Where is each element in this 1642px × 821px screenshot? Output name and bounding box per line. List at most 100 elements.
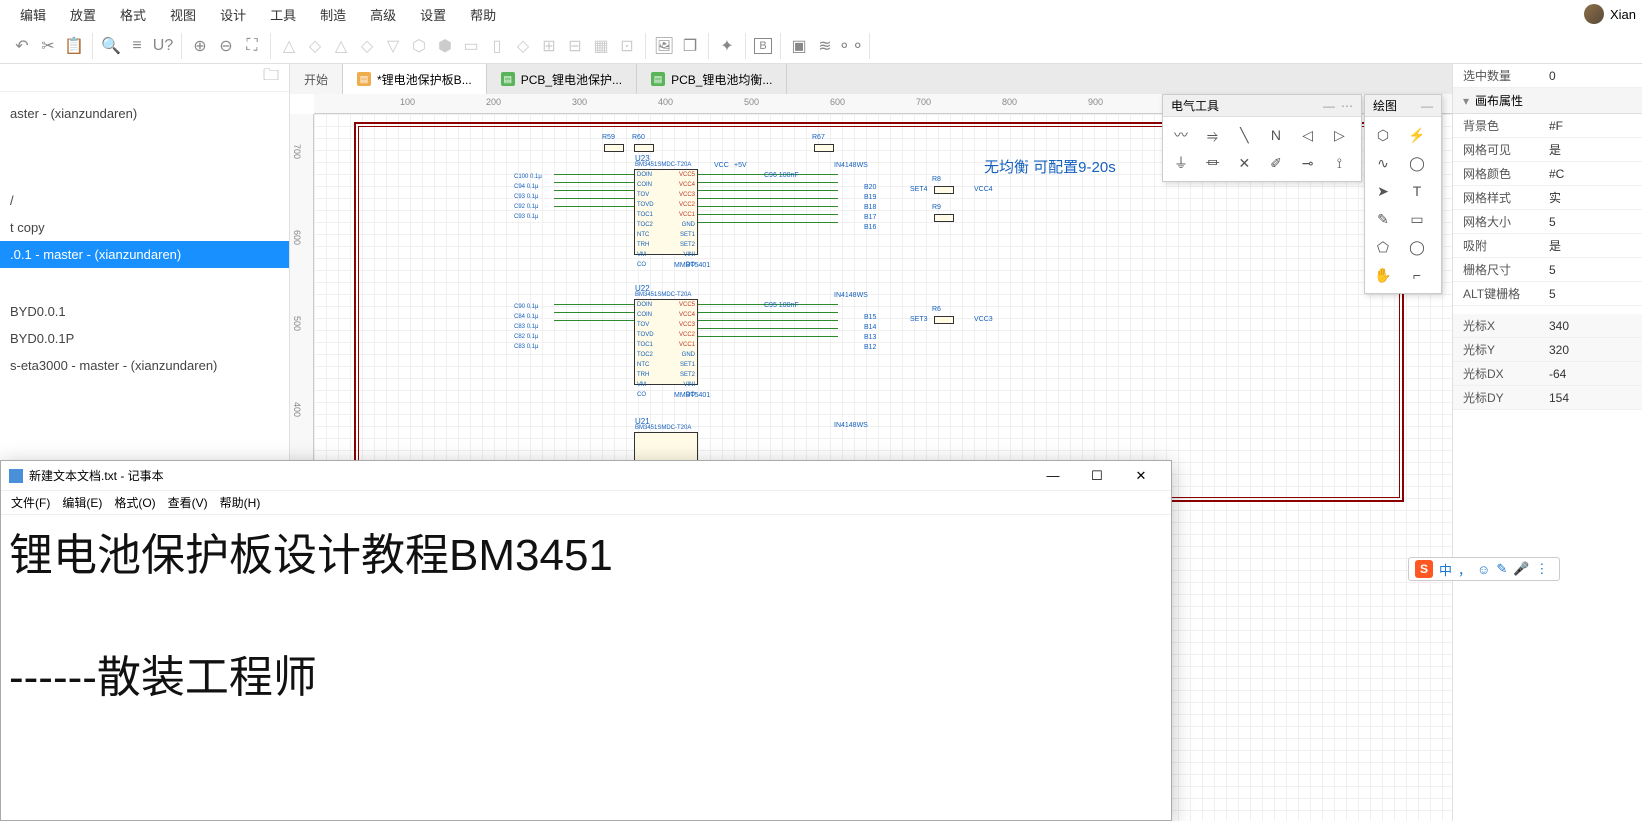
menu-advanced[interactable]: 高级 bbox=[358, 5, 408, 24]
tab-pcb1[interactable]: ▤PCB_锂电池保护... bbox=[487, 64, 637, 94]
menu-edit[interactable]: 编辑 bbox=[8, 5, 58, 24]
menu-format[interactable]: 格式 bbox=[108, 5, 158, 24]
hand-tool-icon[interactable]: ✋ bbox=[1371, 263, 1395, 287]
notepad-menu-format[interactable]: 格式(O) bbox=[110, 494, 159, 511]
dim-tool-12-icon[interactable]: ⊟ bbox=[565, 36, 585, 56]
ime-punct[interactable]: ， bbox=[1458, 560, 1471, 579]
bolt-tool-icon[interactable]: ⚡ bbox=[1405, 123, 1429, 147]
prop-row[interactable]: 吸附是 bbox=[1453, 234, 1642, 258]
tab-schematic[interactable]: ▤*锂电池保护板B... bbox=[343, 64, 487, 94]
u-tool-icon[interactable]: U? bbox=[153, 36, 173, 56]
corner-tool-icon[interactable]: ⌐ bbox=[1405, 263, 1429, 287]
arrow-tool-icon[interactable]: ➤ bbox=[1371, 179, 1395, 203]
x-tool-icon[interactable]: ✕ bbox=[1232, 151, 1256, 175]
electrical-tools-palette[interactable]: 电气工具 —⋯ 〰 ⥤ ╲ N ◁ ▷ ⏚ ⏛ ✕ ✐ ⊸ ⟟ bbox=[1162, 94, 1362, 182]
net-label[interactable]: B12 bbox=[864, 344, 876, 351]
ime-edit-icon[interactable]: ✎ bbox=[1496, 561, 1507, 577]
close-icon[interactable]: ⋯ bbox=[1341, 99, 1353, 113]
sparkle-icon[interactable]: ✦ bbox=[717, 36, 737, 56]
net-label[interactable]: B16 bbox=[864, 224, 876, 231]
zoom-in-icon[interactable]: ⊕ bbox=[190, 36, 210, 56]
canvas-props-section[interactable]: ▾ 画布属性 bbox=[1453, 88, 1642, 114]
circle-tool-icon[interactable]: ◯ bbox=[1405, 151, 1429, 175]
menu-settings[interactable]: 设置 bbox=[408, 5, 458, 24]
paste-icon[interactable]: 📋 bbox=[64, 36, 84, 56]
palette-titlebar[interactable]: 电气工具 —⋯ bbox=[1163, 95, 1361, 117]
dim-tool-10-icon[interactable]: ◇ bbox=[513, 36, 533, 56]
share-icon[interactable]: ⚬⚬ bbox=[841, 36, 861, 56]
notepad-menu-file[interactable]: 文件(F) bbox=[7, 494, 54, 511]
notepad-menu-help[interactable]: 帮助(H) bbox=[216, 494, 265, 511]
net-label[interactable]: B14 bbox=[864, 324, 876, 331]
dim-tool-9-icon[interactable]: ▯ bbox=[487, 36, 507, 56]
poly-tool-icon[interactable]: ⬡ bbox=[1371, 123, 1395, 147]
user-avatar-icon[interactable] bbox=[1584, 4, 1604, 24]
resistor[interactable] bbox=[934, 214, 954, 222]
menu-view[interactable]: 视图 bbox=[158, 5, 208, 24]
net-label[interactable]: B19 bbox=[864, 194, 876, 201]
bus-tool-icon[interactable]: ⥤ bbox=[1201, 123, 1225, 147]
notepad-titlebar[interactable]: 新建文本文档.txt - 记事本 — ☐ ✕ bbox=[1, 461, 1171, 491]
resistor[interactable] bbox=[604, 144, 624, 152]
project-item-selected[interactable]: .0.1 - master - (xianzundaren) bbox=[0, 241, 289, 268]
ime-more-icon[interactable]: ⋮ bbox=[1535, 561, 1548, 577]
net-label[interactable]: B13 bbox=[864, 334, 876, 341]
prop-row[interactable]: ALT键栅格5 bbox=[1453, 282, 1642, 306]
search-icon[interactable]: 🔍 bbox=[101, 36, 121, 56]
dim-tool-7-icon[interactable]: ⬢ bbox=[435, 36, 455, 56]
net-label[interactable]: B17 bbox=[864, 214, 876, 221]
ime-lang[interactable]: 中 bbox=[1439, 560, 1452, 579]
menu-fab[interactable]: 制造 bbox=[308, 5, 358, 24]
resistor[interactable] bbox=[634, 144, 654, 152]
prop-row[interactable]: 背景色#F bbox=[1453, 114, 1642, 138]
chip-u22[interactable]: U22 BM3451SMDC-T20A DOINCOINTOVTOVDTOC1T… bbox=[634, 299, 698, 385]
notepad-text-area[interactable]: 锂电池保护板设计教程BM3451 ------散装工程师 bbox=[1, 515, 1171, 718]
port-tool-icon[interactable]: ⟟ bbox=[1327, 151, 1351, 175]
prop-row[interactable]: 网格大小5 bbox=[1453, 210, 1642, 234]
tag2-tool-icon[interactable]: ▷ bbox=[1327, 123, 1351, 147]
layers-icon[interactable]: ❐ bbox=[680, 36, 700, 56]
prop-row[interactable]: 网格样式实 bbox=[1453, 186, 1642, 210]
list-icon[interactable]: ≡ bbox=[127, 36, 147, 56]
palette-titlebar[interactable]: 绘图 — bbox=[1365, 95, 1441, 117]
vcc-tool-icon[interactable]: ⏚ bbox=[1169, 151, 1193, 175]
dim-tool-11-icon[interactable]: ⊞ bbox=[539, 36, 559, 56]
ime-emoji-icon[interactable]: ☺ bbox=[1477, 562, 1490, 577]
zoom-out-icon[interactable]: ⊖ bbox=[216, 36, 236, 56]
maximize-button[interactable]: ☐ bbox=[1075, 462, 1119, 490]
rect-tool-icon[interactable]: ▭ bbox=[1405, 207, 1429, 231]
dim-tool-1-icon[interactable]: △ bbox=[279, 36, 299, 56]
project-item[interactable]: / bbox=[0, 187, 289, 214]
undo-icon[interactable]: ↶ bbox=[12, 36, 32, 56]
project-item[interactable]: BYD0.0.1 bbox=[0, 298, 289, 325]
minimize-button[interactable]: — bbox=[1031, 462, 1075, 490]
ime-mic-icon[interactable]: 🎤 bbox=[1513, 561, 1529, 577]
project-item[interactable]: s-eta3000 - master - (xianzundaren) bbox=[0, 352, 289, 379]
project-item[interactable]: t copy bbox=[0, 214, 289, 241]
menu-design[interactable]: 设计 bbox=[208, 5, 258, 24]
stack-icon[interactable]: ≋ bbox=[815, 36, 835, 56]
dim-tool-5-icon[interactable]: ▽ bbox=[383, 36, 403, 56]
dim-tool-3-icon[interactable]: △ bbox=[331, 36, 351, 56]
image-icon[interactable]: 🖼 bbox=[654, 36, 674, 56]
ime-logo-icon[interactable]: S bbox=[1415, 560, 1433, 578]
gnd-tool-icon[interactable]: ⏛ bbox=[1201, 151, 1225, 175]
ellipse-tool-icon[interactable]: ◯ bbox=[1405, 235, 1429, 259]
pencil-tool-icon[interactable]: ✎ bbox=[1371, 207, 1395, 231]
junction-tool-icon[interactable]: ⊸ bbox=[1296, 151, 1320, 175]
resistor[interactable] bbox=[934, 316, 954, 324]
prop-row[interactable]: 网格可见是 bbox=[1453, 138, 1642, 162]
folder-icon[interactable]: 🗀 bbox=[263, 64, 279, 91]
menu-place[interactable]: 放置 bbox=[58, 5, 108, 24]
tab-pcb2[interactable]: ▤PCB_锂电池均衡... bbox=[637, 64, 787, 94]
net-label[interactable]: B20 bbox=[864, 184, 876, 191]
pic-icon[interactable]: ▣ bbox=[789, 36, 809, 56]
net-label[interactable]: B18 bbox=[864, 204, 876, 211]
tag1-tool-icon[interactable]: ◁ bbox=[1296, 123, 1320, 147]
net-label[interactable]: B15 bbox=[864, 314, 876, 321]
notepad-menu-edit[interactable]: 编辑(E) bbox=[58, 494, 106, 511]
resistor[interactable] bbox=[934, 186, 954, 194]
dim-tool-6-icon[interactable]: ⬡ bbox=[409, 36, 429, 56]
dim-tool-8-icon[interactable]: ▭ bbox=[461, 36, 481, 56]
project-item[interactable]: aster - (xianzundaren) bbox=[0, 100, 289, 127]
